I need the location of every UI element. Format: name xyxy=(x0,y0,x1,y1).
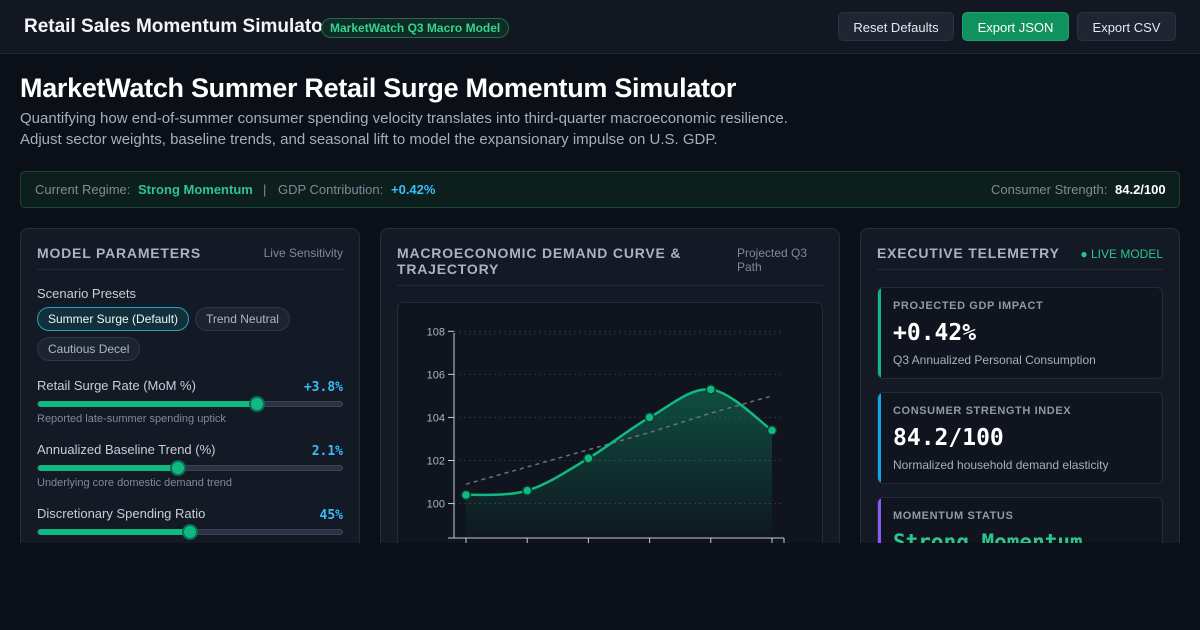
y-tick-label: 104 xyxy=(427,412,445,424)
slider-thumb[interactable] xyxy=(169,460,186,476)
series-area xyxy=(466,389,772,538)
metric-label: Momentum Status xyxy=(893,510,1014,522)
y-tick-label: 100 xyxy=(427,499,445,511)
data-point xyxy=(460,489,472,501)
panel-title: Executive Telemetry xyxy=(877,245,1060,261)
page-bottom-mask xyxy=(0,543,1200,630)
consumer-strength-label: Consumer Strength: xyxy=(991,182,1108,197)
panel-subtitle: Projected Q3 Path xyxy=(737,246,808,274)
retail-surge-rate-label: Retail Surge Rate (MoM %) xyxy=(37,378,196,393)
panel-title: Model Parameters xyxy=(37,245,201,261)
metric-value: +0.42% xyxy=(893,320,977,346)
metric-value: 84.2/100 xyxy=(893,425,1004,451)
model-badge: MarketWatch Q3 Macro Model xyxy=(321,18,510,38)
discretionary-ratio-slider[interactable] xyxy=(37,524,343,540)
preset-summer-surge-chip[interactable]: Summer Surge (Default) xyxy=(37,307,190,331)
scenario-presets-label: Scenario Presets xyxy=(37,286,136,301)
y-tick-label: 102 xyxy=(427,455,445,467)
gdp-impact-card: Projected GDP Impact +0.42% Q3 Annualize… xyxy=(877,287,1163,379)
y-tick-label: 108 xyxy=(427,326,445,338)
retail-surge-rate-slider[interactable] xyxy=(37,396,343,412)
panel-divider xyxy=(37,269,343,270)
page-title: MarketWatch Summer Retail Surge Momentum… xyxy=(20,73,737,103)
panel-divider xyxy=(877,269,1163,270)
chart-container: 100 102 104 106 108 xyxy=(397,302,823,557)
data-point xyxy=(766,425,778,436)
demand-trajectory-chart: 100 102 104 106 108 xyxy=(427,326,785,544)
metric-note: Q3 Annualized Personal Consumption xyxy=(893,353,1096,367)
retail-surge-rate-value: +3.8% xyxy=(303,380,343,395)
panel-title: Macroeconomic Demand Curve & Trajectory xyxy=(397,245,682,277)
retail-surge-rate-help: Reported late-summer spending uptick xyxy=(37,413,226,425)
gdp-contribution-label: GDP Contribution: xyxy=(278,182,384,197)
baseline-trend-slider[interactable] xyxy=(37,460,343,476)
data-point xyxy=(583,453,594,464)
gdp-contribution-value: +0.42% xyxy=(391,182,436,197)
slider-fill xyxy=(38,529,190,535)
preset-cautious-decel-chip[interactable]: Cautious Decel xyxy=(37,337,141,361)
page-description: Quantifying how end-of-summer consumer s… xyxy=(20,110,788,148)
regime-value: Strong Momentum xyxy=(138,182,253,197)
slider-fill xyxy=(38,401,257,407)
reset-defaults-button[interactable]: Reset Defaults xyxy=(838,12,954,41)
live-model-indicator: ● LIVE MODEL xyxy=(1080,247,1163,261)
baseline-trend-value: 2.1% xyxy=(311,444,343,459)
panel-subtitle: Live Sensitivity xyxy=(263,246,343,260)
trend-line xyxy=(465,395,773,485)
baseline-trend-label: Annualized Baseline Trend (%) xyxy=(37,442,216,457)
consumer-strength-value: 84.2/100 xyxy=(1115,182,1166,197)
status-bar: Current Regime: Strong Momentum | GDP Co… xyxy=(20,171,1180,208)
metric-label: Projected GDP Impact xyxy=(893,300,1044,312)
card-accent xyxy=(878,498,881,557)
y-tick-label: 106 xyxy=(427,369,445,381)
data-point xyxy=(644,412,655,423)
slider-thumb[interactable] xyxy=(248,396,265,412)
metric-note: Normalized household demand elasticity xyxy=(893,458,1109,472)
card-accent xyxy=(878,393,881,483)
demand-curve-panel: Macroeconomic Demand Curve & Trajectory … xyxy=(380,228,840,558)
status-separator: | xyxy=(263,182,267,197)
regime-label: Current Regime: xyxy=(35,182,131,197)
slider-fill xyxy=(38,465,178,471)
discretionary-ratio-value: 45% xyxy=(319,508,343,523)
baseline-trend-help: Underlying core domestic demand trend xyxy=(37,477,233,489)
top-bar: Retail Sales Momentum Simulator MarketWa… xyxy=(0,0,1200,54)
consumer-strength-card: Consumer Strength Index 84.2/100 Normali… xyxy=(877,392,1163,484)
data-point xyxy=(705,384,717,395)
export-csv-button[interactable]: Export CSV xyxy=(1077,12,1176,41)
discretionary-ratio-label: Discretionary Spending Ratio xyxy=(37,506,206,521)
preset-trend-neutral-chip[interactable]: Trend Neutral xyxy=(195,307,290,331)
model-parameters-panel: Model Parameters Live Sensitivity Scenar… xyxy=(20,228,360,558)
card-accent xyxy=(878,288,881,378)
panel-divider xyxy=(397,285,823,286)
app-title: Retail Sales Momentum Simulator xyxy=(24,16,331,37)
executive-telemetry-panel: Executive Telemetry ● LIVE MODEL Project… xyxy=(860,228,1180,558)
slider-thumb[interactable] xyxy=(182,524,198,540)
metric-label: Consumer Strength Index xyxy=(893,405,1072,417)
data-point xyxy=(521,485,533,496)
export-json-button[interactable]: Export JSON xyxy=(962,12,1069,41)
